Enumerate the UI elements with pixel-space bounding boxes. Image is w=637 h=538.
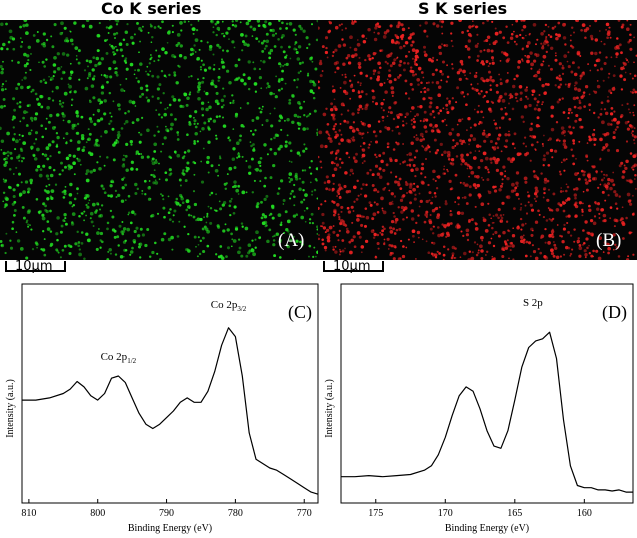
map-b-title: S K series [418,0,508,18]
scale-bar-a-text: 10μm [15,259,53,274]
panel-label-a: (A) [278,230,305,251]
x-axis-label-1: Binding Energy (eV) [445,523,529,534]
y-axis-label-0: Intensity (a.u.) [5,379,16,438]
panel-label-d: (D) [602,302,627,323]
x-tick-label-1-2: 165 [507,508,522,519]
panel-label-c: (C) [288,302,312,323]
plot-frame-0 [21,283,319,504]
co-elemental-map: (A) [0,20,318,260]
x-tick-label-0-2: 790 [159,508,174,519]
peak-annotation-1-0: S 2p [523,297,543,309]
co-dot-pattern [0,20,318,260]
s-dot-pattern [318,20,637,260]
x-tick-label-0-3: 780 [228,508,243,519]
x-axis-label-0: Binding Energy (eV) [128,523,212,534]
x-tick-label-0-4: 770 [297,508,312,519]
peak-annotation-0-1: Co 2p3/2 [211,299,247,313]
scale-bar-a [5,261,66,272]
spectrum-line-1 [341,331,633,493]
peak-annotation-0-0: Co 2p1/2 [101,351,137,365]
plot-frame-1 [340,283,634,504]
xps-spectra: 810 800 790 780 770 Binding Energy (eV) Intens… [5,283,634,534]
x-tick-label-1-3: 160 [577,508,592,519]
spectrum-line-0 [22,327,319,495]
scale-bar-b-text: 10μm [333,259,371,274]
y-axis-label-1: Intensity (a.u.) [324,379,335,438]
s-elemental-map: (B) [318,20,637,260]
panel-label-b: (B) [596,230,622,251]
x-tick-label-1-0: 175 [368,508,383,519]
x-tick-label-1-1: 170 [438,508,453,519]
x-tick-label-0-1: 800 [90,508,105,519]
map-a-title: Co K series [101,0,202,18]
scale-bar-b [323,261,384,272]
x-tick-label-0-0: 810 [21,508,36,519]
